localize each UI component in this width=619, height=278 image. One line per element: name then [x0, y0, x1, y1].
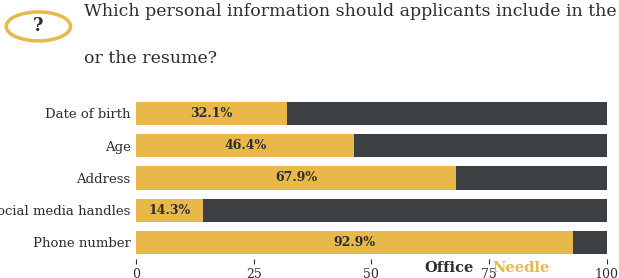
Bar — [204, 198, 607, 222]
Bar — [136, 198, 204, 222]
Text: 14.3%: 14.3% — [149, 204, 191, 217]
Bar — [136, 231, 573, 254]
Text: 92.9%: 92.9% — [334, 236, 376, 249]
Text: 46.4%: 46.4% — [224, 139, 266, 152]
Text: Office: Office — [424, 261, 474, 275]
Bar — [136, 134, 355, 157]
Bar — [573, 231, 607, 254]
Bar — [136, 166, 456, 190]
Bar — [136, 102, 287, 125]
Text: 32.1%: 32.1% — [191, 107, 233, 120]
Text: or the resume?: or the resume? — [84, 50, 217, 67]
Bar — [287, 102, 607, 125]
Text: ?: ? — [33, 18, 43, 35]
Bar — [456, 166, 607, 190]
Bar — [355, 134, 607, 157]
Text: Which personal information should applicants include in the CV: Which personal information should applic… — [84, 3, 619, 20]
Text: 67.9%: 67.9% — [275, 172, 317, 184]
Text: Needle: Needle — [492, 261, 550, 275]
